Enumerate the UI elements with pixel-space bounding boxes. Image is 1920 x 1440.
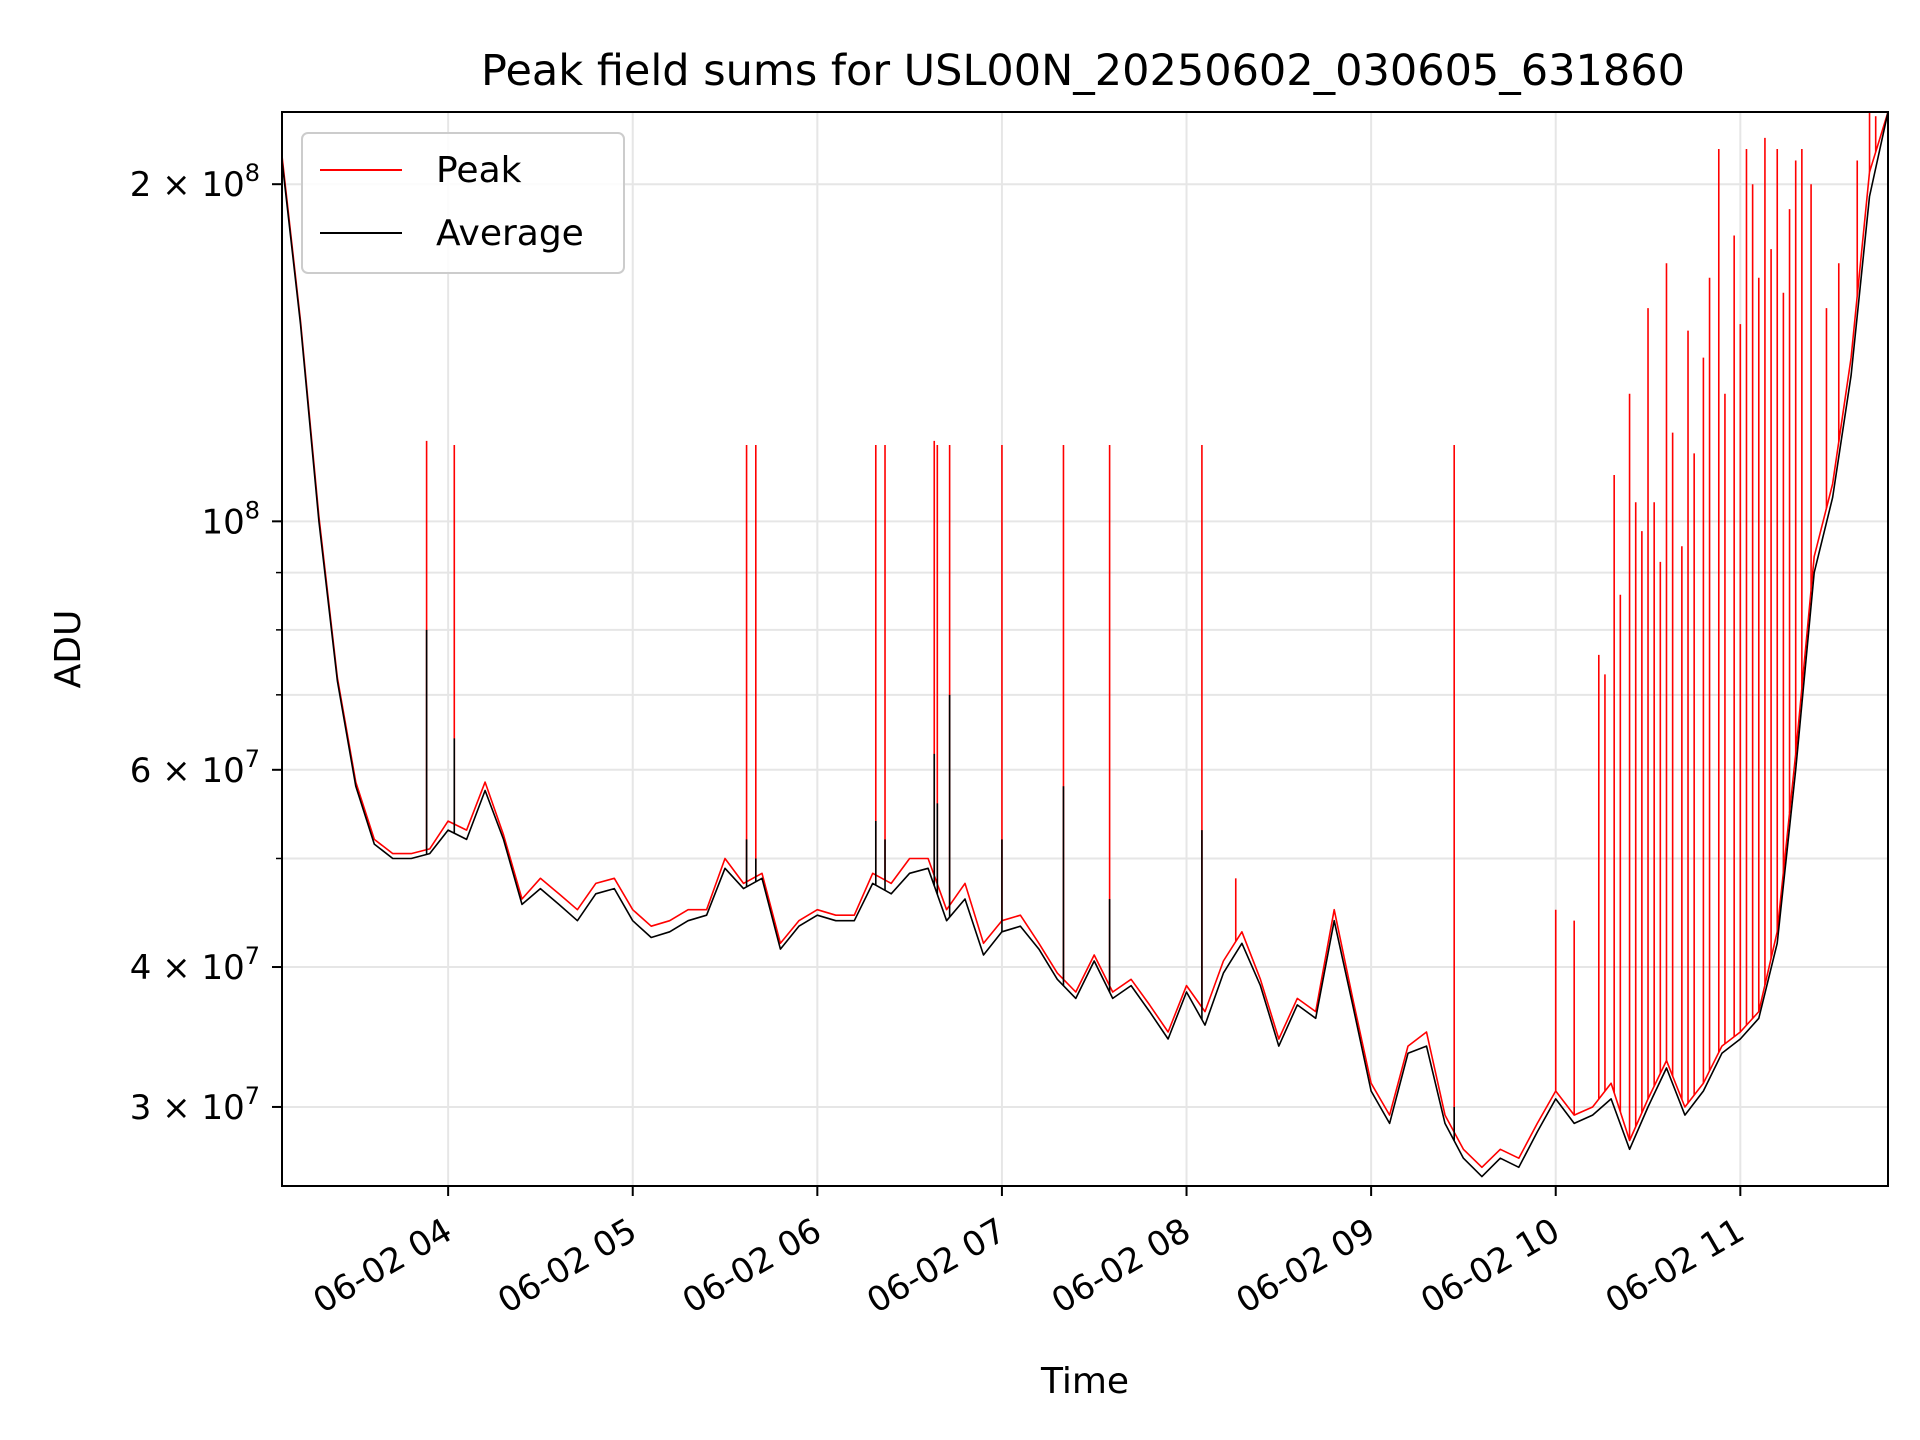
y-tick-label: 6 × 107 [130, 745, 260, 791]
plot-frame [281, 111, 1889, 1187]
legend: Peak Average [301, 132, 625, 274]
y-tick-exponent: 7 [245, 745, 260, 773]
series-line-average [282, 112, 1888, 1178]
legend-label-peak: Peak [436, 150, 522, 191]
chart-title: Peak field sums for USL00N_20250602_0306… [481, 46, 1685, 96]
x-axis-label: Time [1040, 1361, 1129, 1402]
y-tick-exponent: 7 [245, 1082, 260, 1110]
y-tick-label: 4 × 107 [130, 942, 260, 988]
y-tick-label: 2 × 108 [130, 159, 260, 205]
y-tick-label: 3 × 107 [130, 1082, 260, 1128]
y-tick-exponent: 7 [245, 942, 260, 970]
y-axis-label: ADU [48, 610, 89, 689]
plot-area [282, 112, 1888, 1178]
y-tick-exponent: 8 [245, 496, 260, 524]
y-tick-exponent: 8 [245, 159, 260, 187]
legend-box [301, 132, 625, 274]
y-tick-label: 108 [201, 496, 260, 542]
legend-label-average: Average [436, 213, 584, 254]
